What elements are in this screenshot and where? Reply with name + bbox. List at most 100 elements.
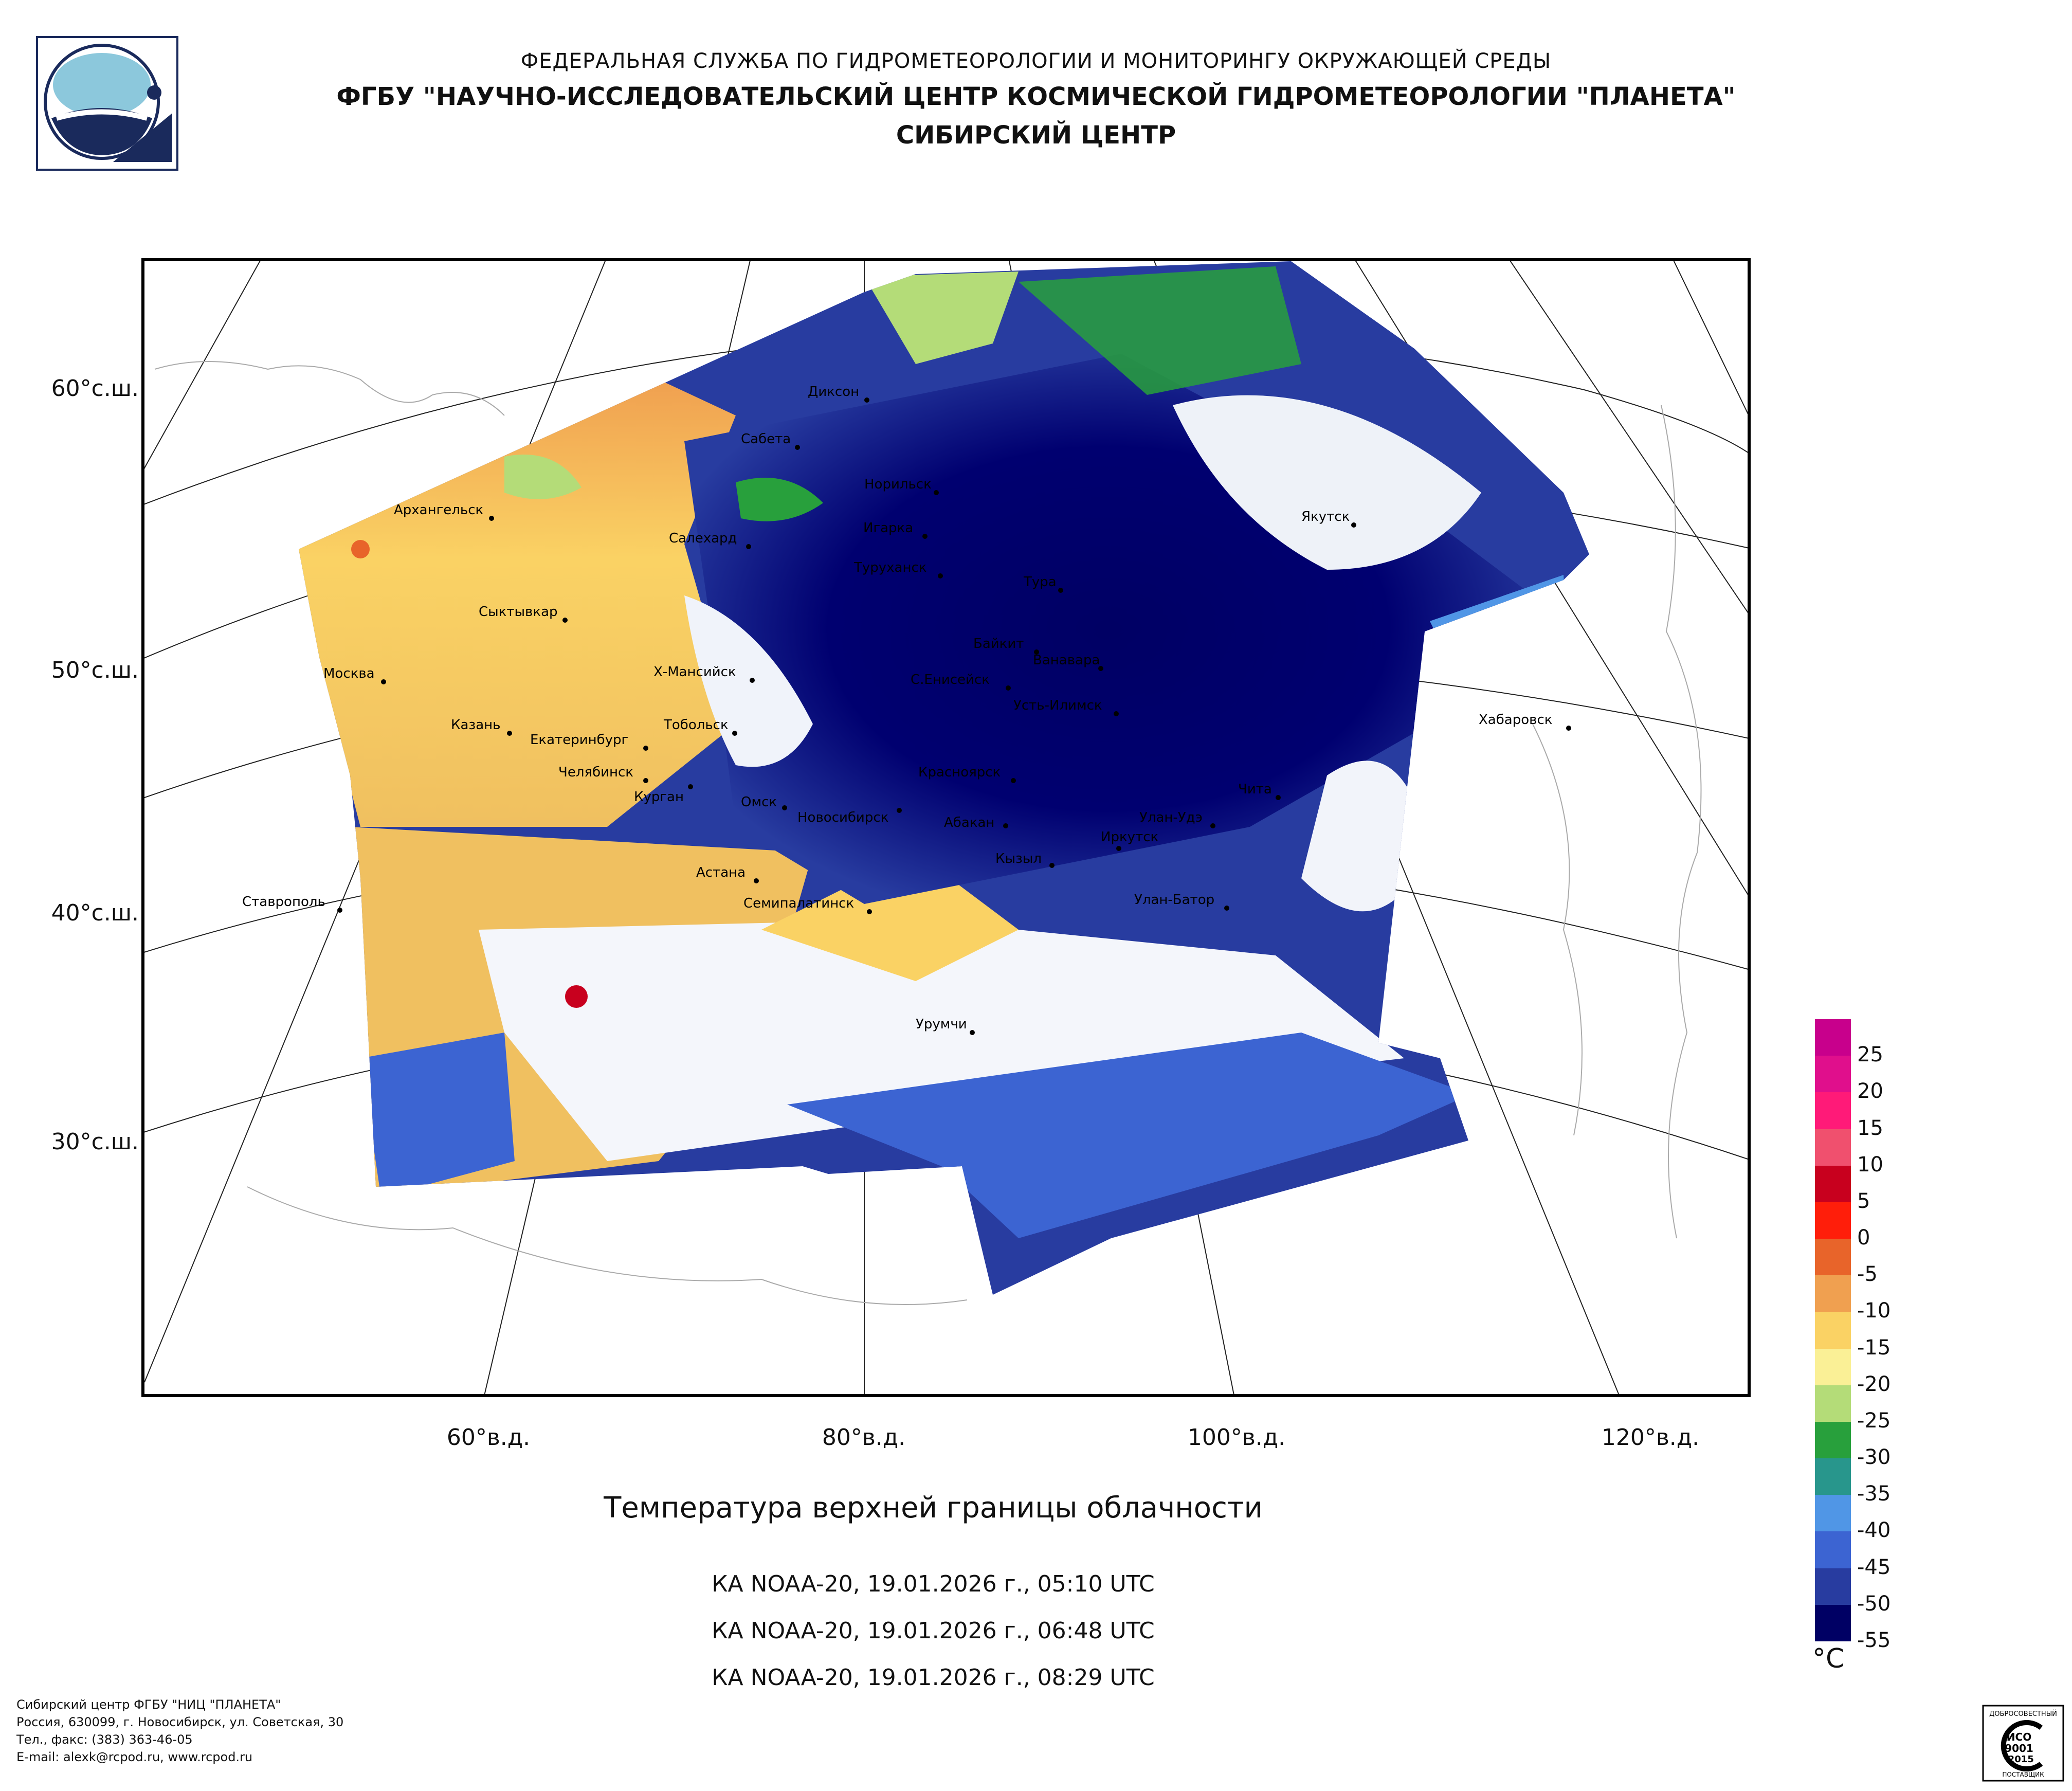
legend-swatch	[1815, 1056, 1851, 1093]
legend-swatch	[1815, 1129, 1851, 1166]
footer-line: Сибирский центр ФГБУ "НИЦ "ПЛАНЕТА"	[16, 1697, 281, 1712]
city-marker: Абакан	[944, 815, 1008, 830]
city-marker: Ванавара	[1033, 653, 1103, 671]
legend-tick-label: -55	[1857, 1629, 1891, 1652]
city-label: Архангельск	[394, 502, 483, 518]
footer-line: Россия, 630099, г. Новосибирск, ул. Сове…	[16, 1715, 344, 1729]
city-marker: Кызыл	[995, 851, 1055, 868]
satellite-pass: КА NOAA-20, 19.01.2026 г., 08:29 UTC	[712, 1665, 1155, 1691]
city-label: Байкит	[973, 636, 1024, 652]
footer-line: E-mail: alexk@rcpod.ru, www.rcpod.ru	[16, 1750, 253, 1764]
temperature-legend-bar	[1815, 1019, 1851, 1642]
legend-swatch	[1815, 1495, 1851, 1532]
lon-label-80: 80°в.д.	[822, 1424, 906, 1451]
city-marker: Семипалатинск	[743, 896, 872, 914]
city-marker: Иркутск	[1101, 829, 1158, 851]
city-label: Х-Мансийск	[653, 664, 736, 680]
legend-swatch	[1815, 1019, 1851, 1056]
city-marker: Улан-Удэ	[1139, 810, 1215, 828]
city-marker: Архангельск	[394, 502, 494, 521]
city-marker: Курган	[634, 784, 693, 805]
city-marker: Тобольск	[663, 717, 737, 736]
cloud-temperature-map: Диксон Сабета Норильск Архангельск Салех…	[141, 258, 1751, 1397]
legend-swatch	[1815, 1568, 1851, 1605]
city-marker: Урумчи	[916, 1017, 975, 1035]
city-marker: Норильск	[864, 477, 939, 495]
city-label: С.Енисейск	[911, 672, 990, 688]
lat-label-30: 30°с.ш.	[51, 1129, 139, 1155]
city-label: Норильск	[864, 477, 932, 492]
city-label: Красноярск	[918, 765, 1001, 780]
legend-tick-label: 10	[1857, 1152, 1883, 1177]
legend-tick-label: -50	[1857, 1591, 1891, 1616]
legend-tick-label: -20	[1857, 1372, 1891, 1396]
legend-swatch	[1815, 1385, 1851, 1422]
institute-title: ФГБУ "НАУЧНО-ИССЛЕДОВАТЕЛЬСКИЙ ЦЕНТР КОС…	[336, 82, 1736, 111]
lat-label-60: 60°с.ш.	[51, 375, 139, 402]
city-label: Тура	[1023, 574, 1057, 590]
agency-title: ФЕДЕРАЛЬНАЯ СЛУЖБА ПО ГИДРОМЕТЕОРОЛОГИИ …	[520, 49, 1552, 73]
city-marker: Якутск	[1301, 509, 1356, 528]
lon-label-60: 60°в.д.	[446, 1424, 531, 1451]
lon-label-120: 120°в.д.	[1601, 1424, 1700, 1451]
legend-swatch	[1815, 1604, 1851, 1642]
city-marker: Новосибирск	[797, 808, 902, 825]
city-marker: Челябинск	[558, 765, 648, 783]
city-label: Улан-Удэ	[1139, 810, 1203, 825]
legend-swatch	[1815, 1458, 1851, 1495]
iso-certification-badge: ДОБРОСОВЕСТНЫЙ ИСО 9001 -2015 ПОСТАВЩИК	[1982, 1705, 2064, 1782]
city-marker: Омск	[741, 794, 787, 810]
lat-label-50: 50°с.ш.	[51, 657, 139, 683]
city-label: Сабета	[741, 431, 791, 447]
legend-tick-label: -35	[1857, 1482, 1891, 1506]
city-marker: Диксон	[808, 384, 869, 403]
legend-tick-label: -45	[1857, 1555, 1891, 1579]
legend-swatch	[1815, 1202, 1851, 1239]
city-marker: Сыктывкар	[479, 604, 568, 623]
city-marker: Х-Мансийск	[653, 664, 755, 683]
legend-tick-label: 0	[1857, 1226, 1870, 1250]
lat-label-40: 40°с.ш.	[51, 900, 139, 926]
iso-arc-text: ДОБРОСОВЕСТНЫЙ	[1989, 1710, 2057, 1718]
iso-line2: 9001	[2005, 1742, 2033, 1754]
legend-swatch	[1815, 1275, 1851, 1312]
city-label: Новосибирск	[797, 810, 888, 825]
legend-tick-label: -15	[1857, 1335, 1891, 1360]
legend-tick-label: -5	[1857, 1262, 1878, 1287]
footer-line: Тел., факс: (383) 363-46-05	[16, 1732, 193, 1747]
city-marker: Екатеринбург	[530, 732, 648, 751]
city-label: Омск	[741, 794, 777, 810]
satellite-pass: КА NOAA-20, 19.01.2026 г., 05:10 UTC	[712, 1571, 1155, 1597]
city-marker: Салехард	[669, 531, 751, 549]
city-marker: Хабаровск	[1479, 712, 1571, 731]
city-marker: Байкит	[973, 636, 1039, 655]
legend-swatch	[1815, 1239, 1851, 1276]
city-label: Астана	[696, 865, 746, 880]
city-label: Усть-Илимск	[1013, 698, 1102, 713]
city-label: Игарка	[863, 520, 913, 536]
city-marker: Чита	[1238, 782, 1281, 800]
city-label: Хабаровск	[1479, 712, 1552, 728]
legend-tick-label: -40	[1857, 1518, 1891, 1543]
lon-label-100: 100°в.д.	[1187, 1424, 1286, 1451]
city-marker: Игарка	[863, 520, 928, 539]
city-label: Иркутск	[1101, 829, 1158, 845]
city-label: Москва	[323, 666, 375, 681]
legend-tick-label: 25	[1857, 1043, 1883, 1067]
legend-swatch	[1815, 1348, 1851, 1386]
center-title: СИБИРСКИЙ ЦЕНТР	[896, 121, 1176, 150]
city-marker: Москва	[323, 666, 386, 684]
city-label: Ставрополь	[242, 894, 325, 910]
city-label: Якутск	[1301, 509, 1350, 524]
city-label: Кызыл	[995, 851, 1042, 866]
city-label: Улан-Батор	[1134, 892, 1214, 908]
satellite-pass: КА NOAA-20, 19.01.2026 г., 06:48 UTC	[712, 1618, 1155, 1644]
iso-bottom-text: ПОСТАВЩИК	[2002, 1771, 2044, 1778]
city-label: Салехард	[669, 531, 737, 546]
city-label: Туруханск	[853, 560, 926, 575]
city-label: Урумчи	[916, 1017, 967, 1032]
legend-swatch	[1815, 1312, 1851, 1349]
city-marker: Тура	[1023, 574, 1063, 593]
legend-tick-label: 5	[1857, 1189, 1870, 1213]
legend-tick-label: -30	[1857, 1445, 1891, 1470]
